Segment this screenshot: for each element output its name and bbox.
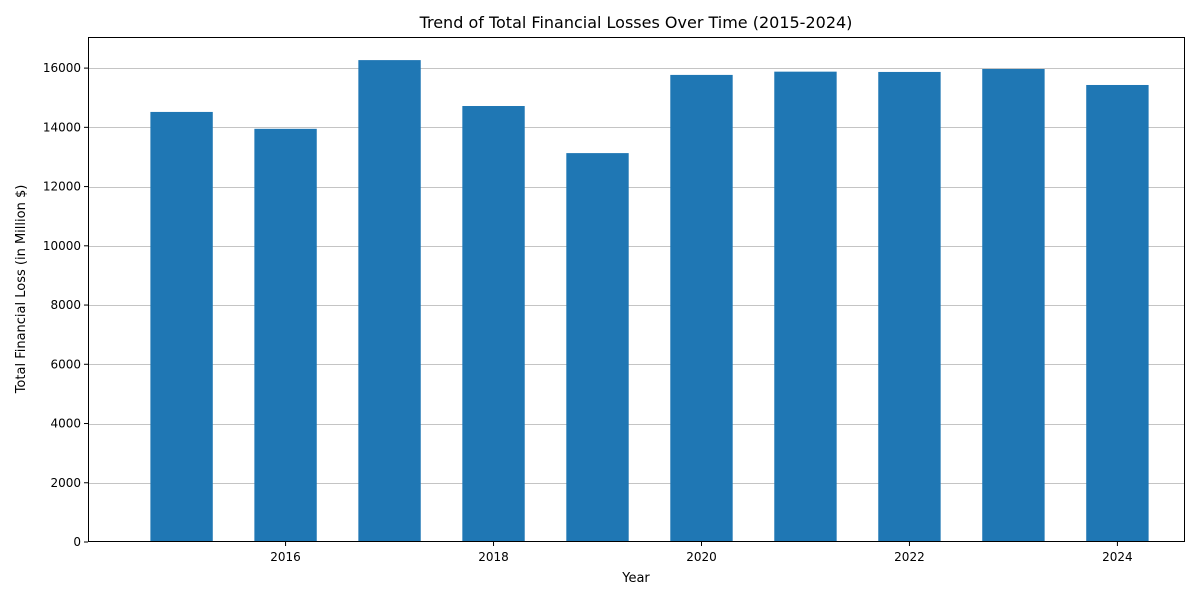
bar-2023: [982, 68, 1045, 542]
bar-2018: [462, 106, 525, 543]
x-tick-label-2024: 2024: [1102, 550, 1133, 564]
bar-2015: [150, 111, 213, 542]
tick-labels: 0 2000 4000 6000 8000 10000 12000 14000 16000 201…: [43, 61, 1133, 564]
bar-2019: [566, 153, 629, 542]
bar-2022: [878, 71, 941, 543]
y-tick-label-4000: 4000: [50, 417, 81, 431]
y-tick-label-14000: 14000: [43, 120, 81, 134]
bars: [150, 60, 1149, 543]
chart-title: Trend of Total Financial Losses Over Tim…: [419, 13, 853, 32]
x-tick-label-2022: 2022: [894, 550, 925, 564]
bar-2020: [670, 74, 733, 543]
x-tick-label-2018: 2018: [478, 550, 509, 564]
y-tick-label-6000: 6000: [50, 357, 81, 371]
y-tick-label-8000: 8000: [50, 298, 81, 312]
y-tick-label-10000: 10000: [43, 239, 81, 253]
y-tick-label-2000: 2000: [50, 476, 81, 490]
bar-2016: [254, 128, 317, 542]
y-tick-label-16000: 16000: [43, 61, 81, 75]
x-tick-label-2016: 2016: [270, 550, 301, 564]
plot-frame: [88, 37, 1185, 542]
bar-2021: [774, 71, 837, 542]
y-tick-label-12000: 12000: [43, 180, 81, 194]
y-tick-label-0: 0: [73, 535, 81, 549]
bar-2024: [1086, 84, 1149, 542]
x-axis-label: Year: [621, 571, 650, 586]
y-axis-label: Total Financial Loss (in Million $): [14, 185, 29, 395]
axes: [88, 37, 1185, 542]
bar-2017: [358, 60, 421, 543]
x-tick-label-2020: 2020: [686, 550, 717, 564]
